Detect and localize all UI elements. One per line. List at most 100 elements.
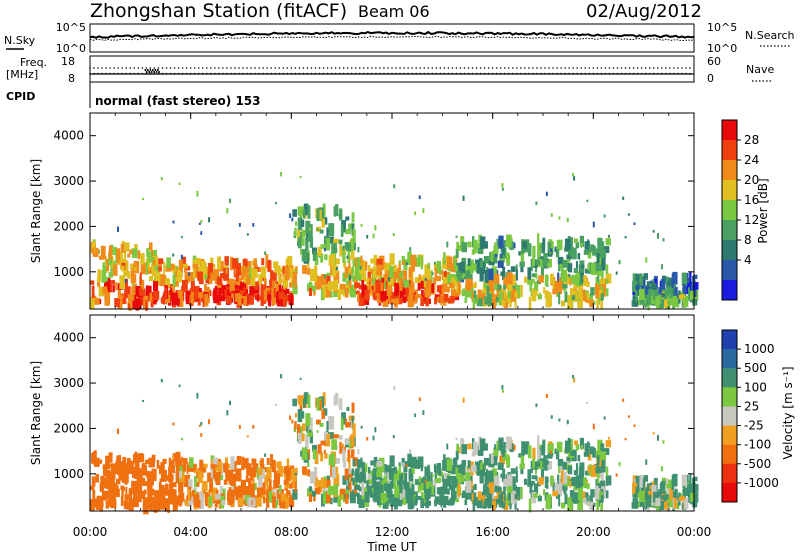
echo-cell — [540, 266, 544, 279]
echo-cell — [592, 221, 595, 228]
echo-cell — [424, 264, 429, 275]
echo-cell — [503, 441, 506, 449]
echo-cell — [338, 213, 343, 218]
echo-cell — [483, 255, 490, 264]
frequency-panel: Freq. [MHz] 18 8 60 0 Nave — [6, 55, 774, 85]
echo-cell — [414, 277, 421, 283]
echo-cell — [127, 271, 131, 279]
echo-cell — [511, 476, 515, 486]
echo-cell — [509, 443, 514, 453]
echo-cell — [659, 294, 665, 309]
echo-cell — [567, 498, 573, 511]
echo-cell — [393, 184, 396, 189]
echo-cell — [583, 451, 590, 457]
echo-cell — [390, 494, 396, 507]
echo-cell — [527, 243, 532, 257]
echo-cell — [498, 437, 504, 451]
echo-cell — [434, 469, 438, 483]
echo-cell — [245, 475, 249, 483]
echo-cell — [678, 294, 682, 300]
echo-cell — [324, 275, 331, 285]
echo-cell — [627, 415, 630, 418]
velocity-colorbar-tick-label: 100 — [744, 380, 767, 394]
echo-cell — [597, 237, 603, 250]
echo-cell — [486, 286, 493, 299]
echo-cell — [520, 284, 523, 298]
echo-cell — [207, 472, 213, 483]
echo-cell — [164, 287, 168, 300]
echo-cell — [124, 242, 130, 252]
echo-cell — [306, 488, 313, 497]
echo-cell — [399, 288, 403, 299]
echo-cell — [246, 463, 252, 476]
nave-point — [568, 67, 570, 69]
echo-cell — [604, 278, 609, 284]
echo-cell — [227, 497, 234, 506]
frequency-point — [158, 71, 161, 73]
echo-cell — [234, 279, 241, 285]
nave-point — [548, 67, 550, 69]
echo-cell — [97, 459, 103, 464]
echo-cell — [358, 271, 363, 282]
nave-point — [367, 67, 369, 69]
echo-cell — [666, 286, 670, 294]
echo-cell — [367, 283, 372, 294]
echo-cell — [314, 466, 318, 476]
echo-cell — [547, 241, 554, 252]
echo-cell — [196, 190, 199, 197]
echo-cell — [637, 300, 641, 306]
echo-cell — [660, 480, 666, 491]
echo-cell — [601, 257, 606, 271]
echo-cell — [374, 492, 378, 502]
echo-cell — [342, 251, 346, 263]
echo-cell — [601, 472, 604, 486]
echo-cell — [455, 277, 458, 282]
echo-cell — [230, 256, 234, 271]
nave-point — [471, 67, 474, 69]
echo-cell — [583, 249, 590, 255]
echo-cell — [322, 217, 328, 225]
echo-cell — [132, 294, 136, 309]
echo-cell — [254, 281, 259, 290]
echo-cell — [261, 258, 265, 266]
echo-cell — [492, 298, 496, 309]
echo-cell — [624, 438, 627, 441]
echo-cell — [433, 479, 437, 487]
echo-cell — [241, 266, 248, 277]
echo-cell — [321, 409, 325, 420]
echo-cell — [476, 264, 482, 274]
echo-cell — [270, 489, 275, 494]
echo-cell — [607, 234, 610, 238]
echo-cell — [180, 264, 183, 272]
echo-cell — [519, 261, 525, 267]
echo-cell — [467, 241, 472, 248]
echo-cell — [314, 274, 319, 284]
echo-cell — [415, 458, 418, 462]
echo-cell — [346, 255, 349, 259]
echo-cell — [348, 471, 353, 481]
echo-cell — [260, 284, 264, 289]
echo-cell — [358, 284, 363, 290]
echo-cell — [342, 272, 347, 282]
nave-point — [173, 67, 176, 69]
echo-cell — [451, 487, 456, 500]
y-tick-label: 2000 — [53, 219, 84, 233]
echo-cell — [347, 250, 351, 264]
echo-cell — [450, 263, 456, 273]
echo-cell — [140, 253, 145, 265]
echo-cell — [135, 461, 140, 474]
echo-cell — [550, 475, 554, 486]
nave-point — [636, 67, 639, 69]
nave-point — [117, 67, 119, 69]
echo-cell — [533, 483, 539, 493]
echo-cell — [502, 266, 506, 276]
echo-cell — [383, 273, 389, 282]
echo-cell — [567, 497, 572, 504]
nave-point — [665, 67, 667, 69]
echo-cell — [542, 238, 545, 253]
echo-cell — [455, 265, 459, 274]
nave-point — [612, 67, 615, 69]
nave-point — [105, 67, 107, 69]
echo-cell — [323, 247, 326, 252]
echo-cell — [595, 264, 602, 272]
